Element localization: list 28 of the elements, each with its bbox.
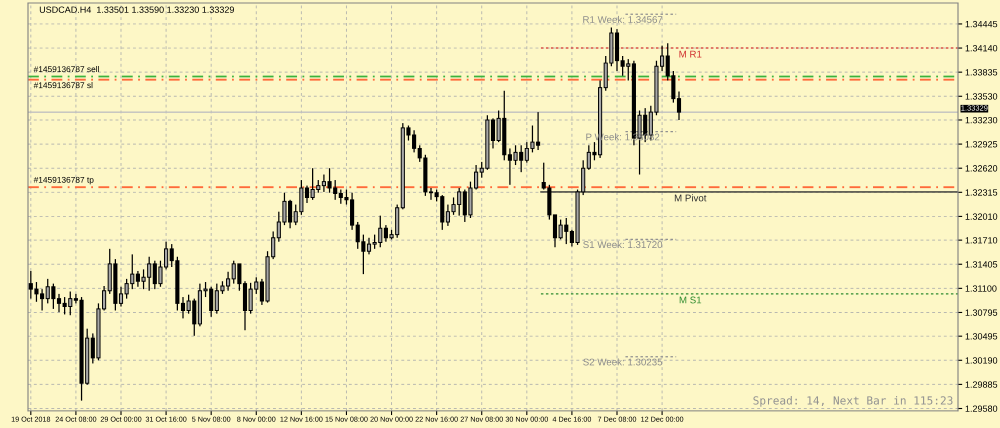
ref-line-label: #1459136787 tp bbox=[34, 176, 94, 184]
y-tick-label: 1.29885 bbox=[966, 381, 998, 388]
ref-line-label: M Pivot bbox=[674, 194, 706, 202]
ref-line-label: #1459136787 sell bbox=[34, 66, 99, 72]
ref-line-label: R1 Week: 1.34567 bbox=[583, 16, 662, 24]
y-tick-label: 1.31405 bbox=[966, 261, 998, 268]
ref-line-label: M S1 bbox=[680, 296, 702, 304]
y-tick-label: 1.29580 bbox=[966, 405, 998, 412]
y-tick-label: 1.33835 bbox=[966, 69, 998, 76]
y-tick-label: 1.34445 bbox=[966, 20, 998, 28]
ref-line-label: M R1 bbox=[679, 50, 702, 58]
y-tick-label: 1.30190 bbox=[966, 357, 998, 364]
y-tick-label: 1.33530 bbox=[966, 93, 998, 100]
y-tick-label: 1.32925 bbox=[966, 141, 998, 148]
y-tick-label: 1.30495 bbox=[966, 333, 998, 340]
y-tick-label: 1.33230 bbox=[966, 116, 998, 124]
ref-line-label: S2 Week: 1.30235 bbox=[583, 358, 662, 366]
y-tick-label: 1.32315 bbox=[966, 189, 998, 196]
y-tick-label: 1.32620 bbox=[966, 165, 998, 172]
ref-line-label: S1 Week: 1.31720 bbox=[583, 240, 662, 248]
y-tick-label: 1.30795 bbox=[966, 309, 998, 316]
chart-title: USDCAD.H4 1.33501 1.33590 1.33230 1.33329 bbox=[40, 6, 234, 13]
annotation: Spread: 14, Next Bar in 115:23 bbox=[753, 396, 953, 407]
y-tick-label: 1.34140 bbox=[966, 45, 998, 52]
y-tick-label: 1.32010 bbox=[966, 213, 998, 220]
y-tick-label: 1.31710 bbox=[966, 237, 998, 244]
ref-line-label: #1459136787 sl bbox=[34, 82, 92, 88]
y-tick-label: 1.31100 bbox=[966, 285, 997, 292]
